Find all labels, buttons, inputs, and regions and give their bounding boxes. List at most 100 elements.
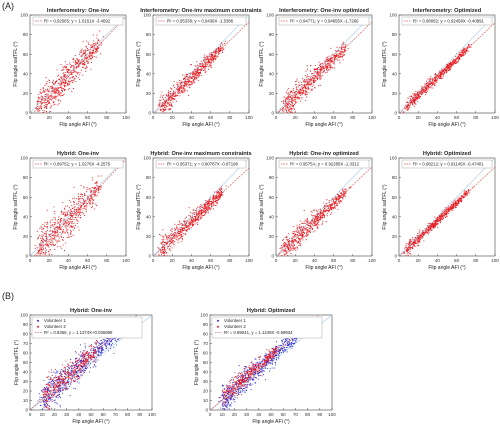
data-point xyxy=(61,92,63,94)
data-point xyxy=(93,55,95,58)
data-point xyxy=(292,100,294,102)
data-point xyxy=(440,75,442,77)
data-point xyxy=(164,109,166,111)
data-point xyxy=(327,60,329,62)
data-point xyxy=(64,211,66,213)
x-axis-label: Flip angle AFI (°) xyxy=(305,122,343,128)
data-point xyxy=(158,117,159,118)
data-point xyxy=(45,244,47,246)
data-point xyxy=(62,244,64,246)
data-point xyxy=(302,239,304,241)
data-point xyxy=(70,73,72,76)
data-point xyxy=(287,254,289,256)
data-point xyxy=(59,246,61,248)
data-point xyxy=(95,51,97,53)
data-point xyxy=(288,243,290,245)
data-point xyxy=(293,103,296,105)
data-point xyxy=(88,43,90,45)
x-tick-label: 40 xyxy=(189,115,195,120)
data-point xyxy=(284,237,286,239)
data-point xyxy=(329,203,331,205)
y-tick-label: 80 xyxy=(23,175,29,180)
data-point xyxy=(322,211,324,213)
data-point xyxy=(42,89,45,91)
data-point xyxy=(46,263,47,264)
data-point xyxy=(306,96,308,98)
data-point xyxy=(294,247,296,249)
data-point xyxy=(39,248,41,250)
data-point xyxy=(432,83,434,85)
data-point xyxy=(312,222,314,224)
data-point xyxy=(77,202,79,204)
data-point xyxy=(59,218,61,221)
data-point xyxy=(293,248,296,250)
data-point xyxy=(100,53,102,55)
data-point xyxy=(453,59,455,61)
data-point xyxy=(63,218,65,220)
data-point xyxy=(341,46,343,48)
data-point xyxy=(95,56,97,58)
data-point xyxy=(286,250,288,252)
data-point xyxy=(293,91,296,94)
data-point xyxy=(187,83,189,85)
data-point xyxy=(281,118,282,119)
data-point xyxy=(177,88,179,91)
y-tick-label: 100 xyxy=(143,13,151,18)
data-point xyxy=(64,71,66,73)
data-point xyxy=(208,203,210,205)
data-point xyxy=(47,88,49,90)
data-point xyxy=(285,119,286,120)
data-point xyxy=(319,73,321,75)
data-point xyxy=(45,237,47,239)
data-point xyxy=(285,243,287,245)
data-point xyxy=(443,215,445,217)
data-point xyxy=(64,73,66,76)
data-point xyxy=(164,234,166,236)
data-point xyxy=(70,209,72,211)
data-point xyxy=(217,55,219,57)
data-point xyxy=(462,54,464,56)
data-point xyxy=(186,230,188,232)
data-point xyxy=(430,76,432,78)
data-point xyxy=(171,230,173,232)
data-point xyxy=(63,250,66,252)
data-point xyxy=(87,203,89,205)
data-point xyxy=(157,258,158,259)
data-point xyxy=(39,249,41,251)
data-point xyxy=(302,90,304,92)
data-point xyxy=(72,88,74,90)
data-point xyxy=(284,118,285,119)
point-series xyxy=(402,186,474,256)
data-point xyxy=(56,232,58,234)
data-point xyxy=(42,240,44,242)
data-point xyxy=(184,88,186,91)
data-point xyxy=(173,244,175,246)
data-point xyxy=(41,228,43,230)
data-point xyxy=(198,210,200,212)
data-point xyxy=(320,216,322,219)
data-point xyxy=(79,74,81,76)
data-point xyxy=(286,247,288,249)
data-point xyxy=(51,253,53,255)
data-point xyxy=(299,93,302,95)
data-point xyxy=(81,197,83,199)
x-tick-label: 100 xyxy=(245,115,253,120)
identity-line xyxy=(153,15,249,113)
data-point xyxy=(64,61,66,63)
data-point xyxy=(97,190,100,192)
data-point xyxy=(57,228,59,230)
data-point xyxy=(169,242,171,245)
data-point xyxy=(301,232,303,234)
data-point xyxy=(450,66,452,68)
data-point xyxy=(45,106,47,108)
data-point xyxy=(432,82,434,84)
data-point xyxy=(412,93,414,95)
data-point xyxy=(77,58,79,60)
data-point xyxy=(299,89,301,91)
data-point xyxy=(182,235,184,237)
data-point xyxy=(168,93,170,95)
data-point xyxy=(206,58,209,60)
data-point xyxy=(413,94,415,96)
data-point xyxy=(439,74,442,76)
data-point xyxy=(75,61,77,64)
